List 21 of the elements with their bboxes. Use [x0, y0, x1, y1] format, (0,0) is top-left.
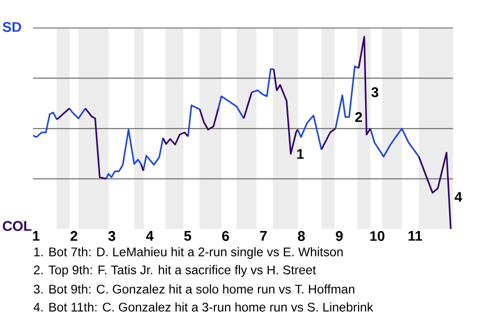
annotation: 4 [454, 192, 462, 202]
x-tick-label: 8 [298, 231, 305, 241]
x-tick-label: 2 [70, 231, 78, 241]
x-tick-label: 10 [370, 231, 384, 241]
x-tick-label: 3 [108, 231, 116, 241]
text: SD [2, 22, 22, 32]
annotation: 1 [297, 149, 304, 159]
annotation: 3 [371, 87, 378, 98]
text: 4. Bot 11th: C. Gonzalez hit a 3-run home run vs S. Linebrink [34, 302, 374, 312]
x-tick-label: 9 [336, 231, 343, 241]
x-tick-label: 5 [184, 231, 192, 241]
x-tick-label: 4 [146, 231, 154, 241]
text: COL [2, 221, 32, 231]
x-tick-label: 7 [260, 231, 267, 241]
x-tick-label: 6 [222, 231, 229, 241]
text: 3. Bot 9th: C. Gonzalez hit a solo home run vs T. Hoffman [34, 284, 354, 294]
annotation: 2 [355, 112, 362, 122]
x-tick-label: 11 [408, 231, 422, 241]
text: 1. Bot 7th: D. LeMahieu hit a 2-run single vs E. Whitson [34, 247, 343, 259]
x-tick-label: 1 [33, 231, 40, 241]
text: 2. Top 9th: F. Tatis Jr. hit a sacrifice fly vs H. Street [34, 265, 316, 277]
